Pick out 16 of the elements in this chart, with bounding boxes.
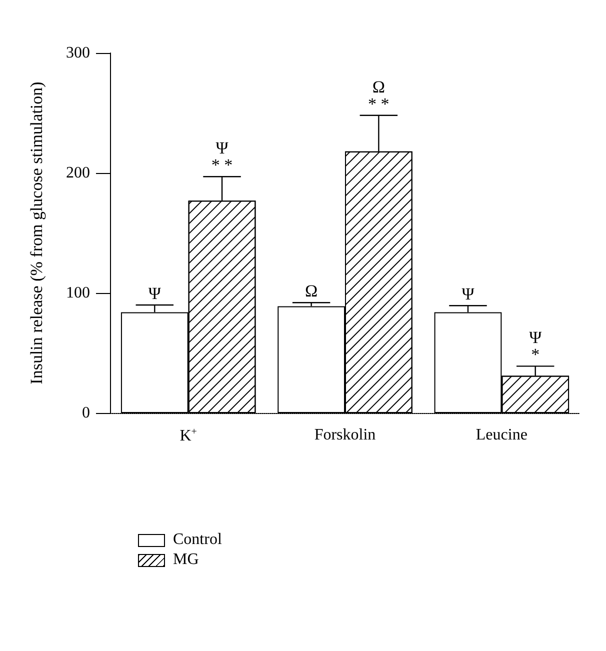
y-tick-label: 300 — [66, 44, 90, 62]
x-tick-label: Forskolin — [314, 426, 376, 444]
y-tick-label: 0 — [82, 404, 90, 422]
x-tick-label: Leucine — [476, 426, 528, 444]
annotation: Ω — [304, 282, 318, 301]
annotation: Ω * * — [368, 77, 390, 114]
annotation: Ψ — [148, 284, 162, 303]
legend-label: MG — [173, 551, 199, 569]
annotation: Ψ — [462, 284, 475, 304]
y-tick-label: 200 — [66, 164, 90, 182]
y-axis-title: Insulin release (% from glucose stimulation) — [27, 82, 46, 384]
y-tick-label: 100 — [66, 284, 90, 302]
annotation: Ψ * * — [211, 138, 233, 175]
x-tick-label: K+ — [180, 426, 198, 444]
annotation: Ψ * — [529, 328, 542, 364]
legend-label: Control — [173, 531, 222, 549]
